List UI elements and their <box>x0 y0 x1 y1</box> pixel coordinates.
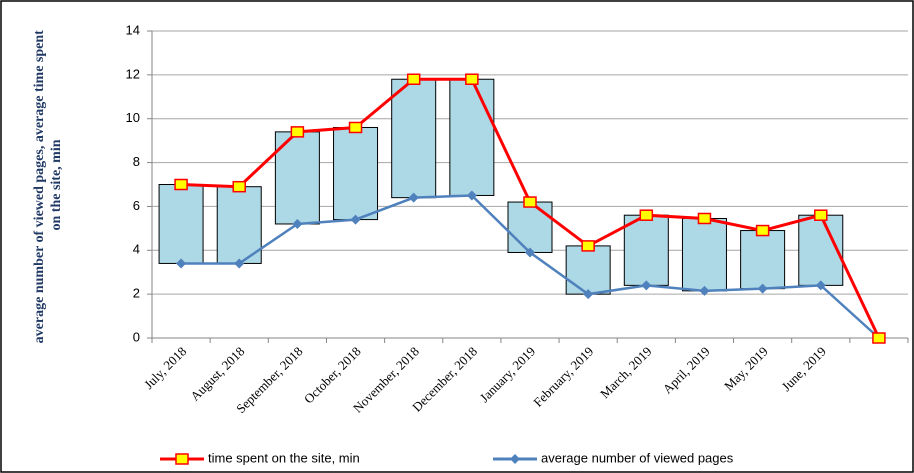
marker <box>290 126 305 138</box>
marker <box>465 73 479 85</box>
range-box <box>391 78 437 199</box>
marker <box>348 121 363 134</box>
range-box <box>216 186 262 264</box>
y-tick-label: 8 <box>133 154 140 169</box>
legend-label: time spent on the site, min <box>208 450 360 465</box>
range-box <box>681 217 727 292</box>
y-axis-label-line: on the site, min <box>49 139 64 230</box>
marker <box>583 289 594 300</box>
y-tick-label: 10 <box>126 110 140 125</box>
range-box <box>740 230 786 290</box>
y-tick-label: 6 <box>133 198 140 213</box>
y-axis-label-line: average number of viewed pages, average … <box>32 30 47 343</box>
y-tick-label: 12 <box>126 66 140 81</box>
y-tick-label: 14 <box>126 22 140 37</box>
range-box <box>333 126 379 221</box>
marker <box>232 180 246 193</box>
range-box <box>798 214 844 286</box>
marker <box>523 196 537 208</box>
marker <box>466 190 477 201</box>
marker <box>406 73 421 85</box>
marker <box>639 209 654 221</box>
marker <box>755 224 770 237</box>
range-box <box>623 214 669 286</box>
marker <box>350 214 361 225</box>
range-box <box>449 78 495 196</box>
y-tick-label: 0 <box>133 329 140 344</box>
marker <box>641 280 652 291</box>
y-tick-label: 2 <box>133 286 140 301</box>
range-box <box>507 201 553 253</box>
y-tick-label: 4 <box>133 242 140 257</box>
marker <box>697 212 712 225</box>
marker <box>234 258 245 269</box>
marker <box>872 332 886 344</box>
legend-label: average number of viewed pages <box>541 450 734 465</box>
marker <box>814 209 828 221</box>
marker <box>581 240 595 252</box>
y-axis-label: average number of viewed pages, average … <box>32 27 64 344</box>
marker <box>292 218 303 229</box>
marker <box>408 192 419 203</box>
marker <box>510 454 520 464</box>
range-box <box>565 245 611 295</box>
marker <box>175 453 189 465</box>
marker <box>176 258 187 269</box>
marker <box>699 285 710 296</box>
marker <box>815 280 826 291</box>
range-box <box>158 184 204 264</box>
marker <box>757 283 768 294</box>
marker <box>525 247 535 258</box>
marker <box>174 178 188 191</box>
